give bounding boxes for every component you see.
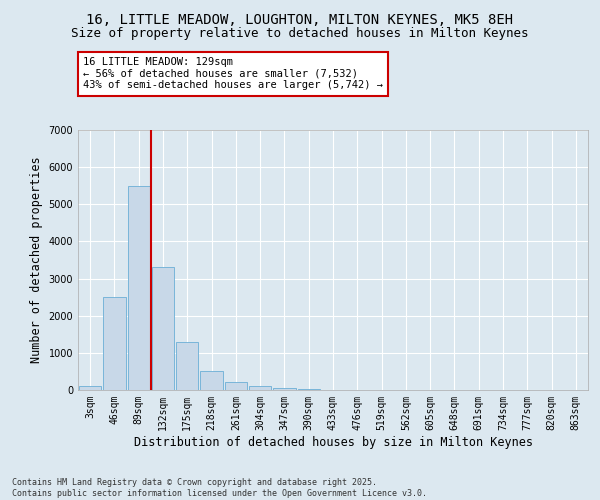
Bar — [200, 372, 223, 390]
Bar — [298, 389, 320, 390]
Bar — [224, 382, 247, 390]
Bar — [249, 386, 271, 390]
Bar — [273, 388, 296, 390]
Y-axis label: Number of detached properties: Number of detached properties — [30, 156, 43, 364]
Text: 16 LITTLE MEADOW: 129sqm
← 56% of detached houses are smaller (7,532)
43% of sem: 16 LITTLE MEADOW: 129sqm ← 56% of detach… — [83, 57, 383, 90]
Text: Contains HM Land Registry data © Crown copyright and database right 2025.
Contai: Contains HM Land Registry data © Crown c… — [12, 478, 427, 498]
Bar — [128, 186, 150, 390]
Bar — [176, 342, 199, 390]
Bar — [152, 268, 174, 390]
Text: 16, LITTLE MEADOW, LOUGHTON, MILTON KEYNES, MK5 8EH: 16, LITTLE MEADOW, LOUGHTON, MILTON KEYN… — [86, 12, 514, 26]
X-axis label: Distribution of detached houses by size in Milton Keynes: Distribution of detached houses by size … — [133, 436, 533, 448]
Bar — [103, 297, 125, 390]
Bar — [79, 386, 101, 390]
Text: Size of property relative to detached houses in Milton Keynes: Size of property relative to detached ho… — [71, 28, 529, 40]
